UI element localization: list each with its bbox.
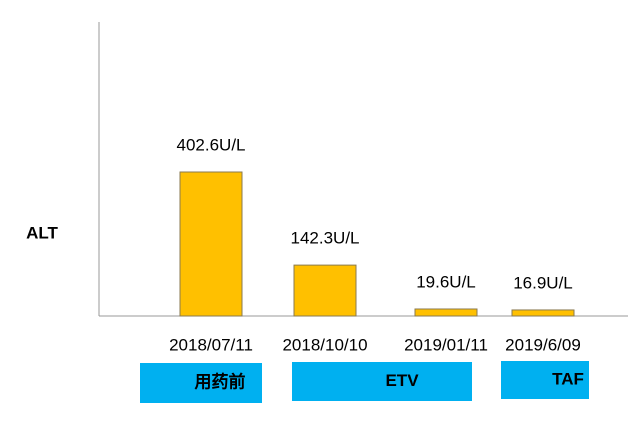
value-label: 16.9U/L [513, 273, 573, 292]
x-tick-label: 2019/6/09 [505, 335, 581, 354]
phase-label: 用药前 [195, 371, 246, 391]
value-label: 19.6U/L [416, 272, 476, 291]
phase-label: TAF [552, 369, 584, 388]
bar [511, 309, 575, 317]
value-label: 142.3U/L [291, 229, 360, 248]
x-tick-label: 2018/10/10 [282, 335, 367, 354]
x-tick-label: 2019/01/11 [404, 335, 488, 354]
bar [293, 264, 357, 317]
x-tick-label: 2018/07/11 [169, 335, 253, 354]
bar [179, 171, 243, 317]
y-axis-label: ALT [26, 223, 58, 242]
bar [414, 308, 478, 317]
value-label: 402.6U/L [177, 135, 246, 154]
phase-box [292, 362, 472, 401]
phase-box [501, 361, 589, 399]
phase-box [140, 363, 262, 403]
phase-label: ETV [385, 371, 419, 390]
